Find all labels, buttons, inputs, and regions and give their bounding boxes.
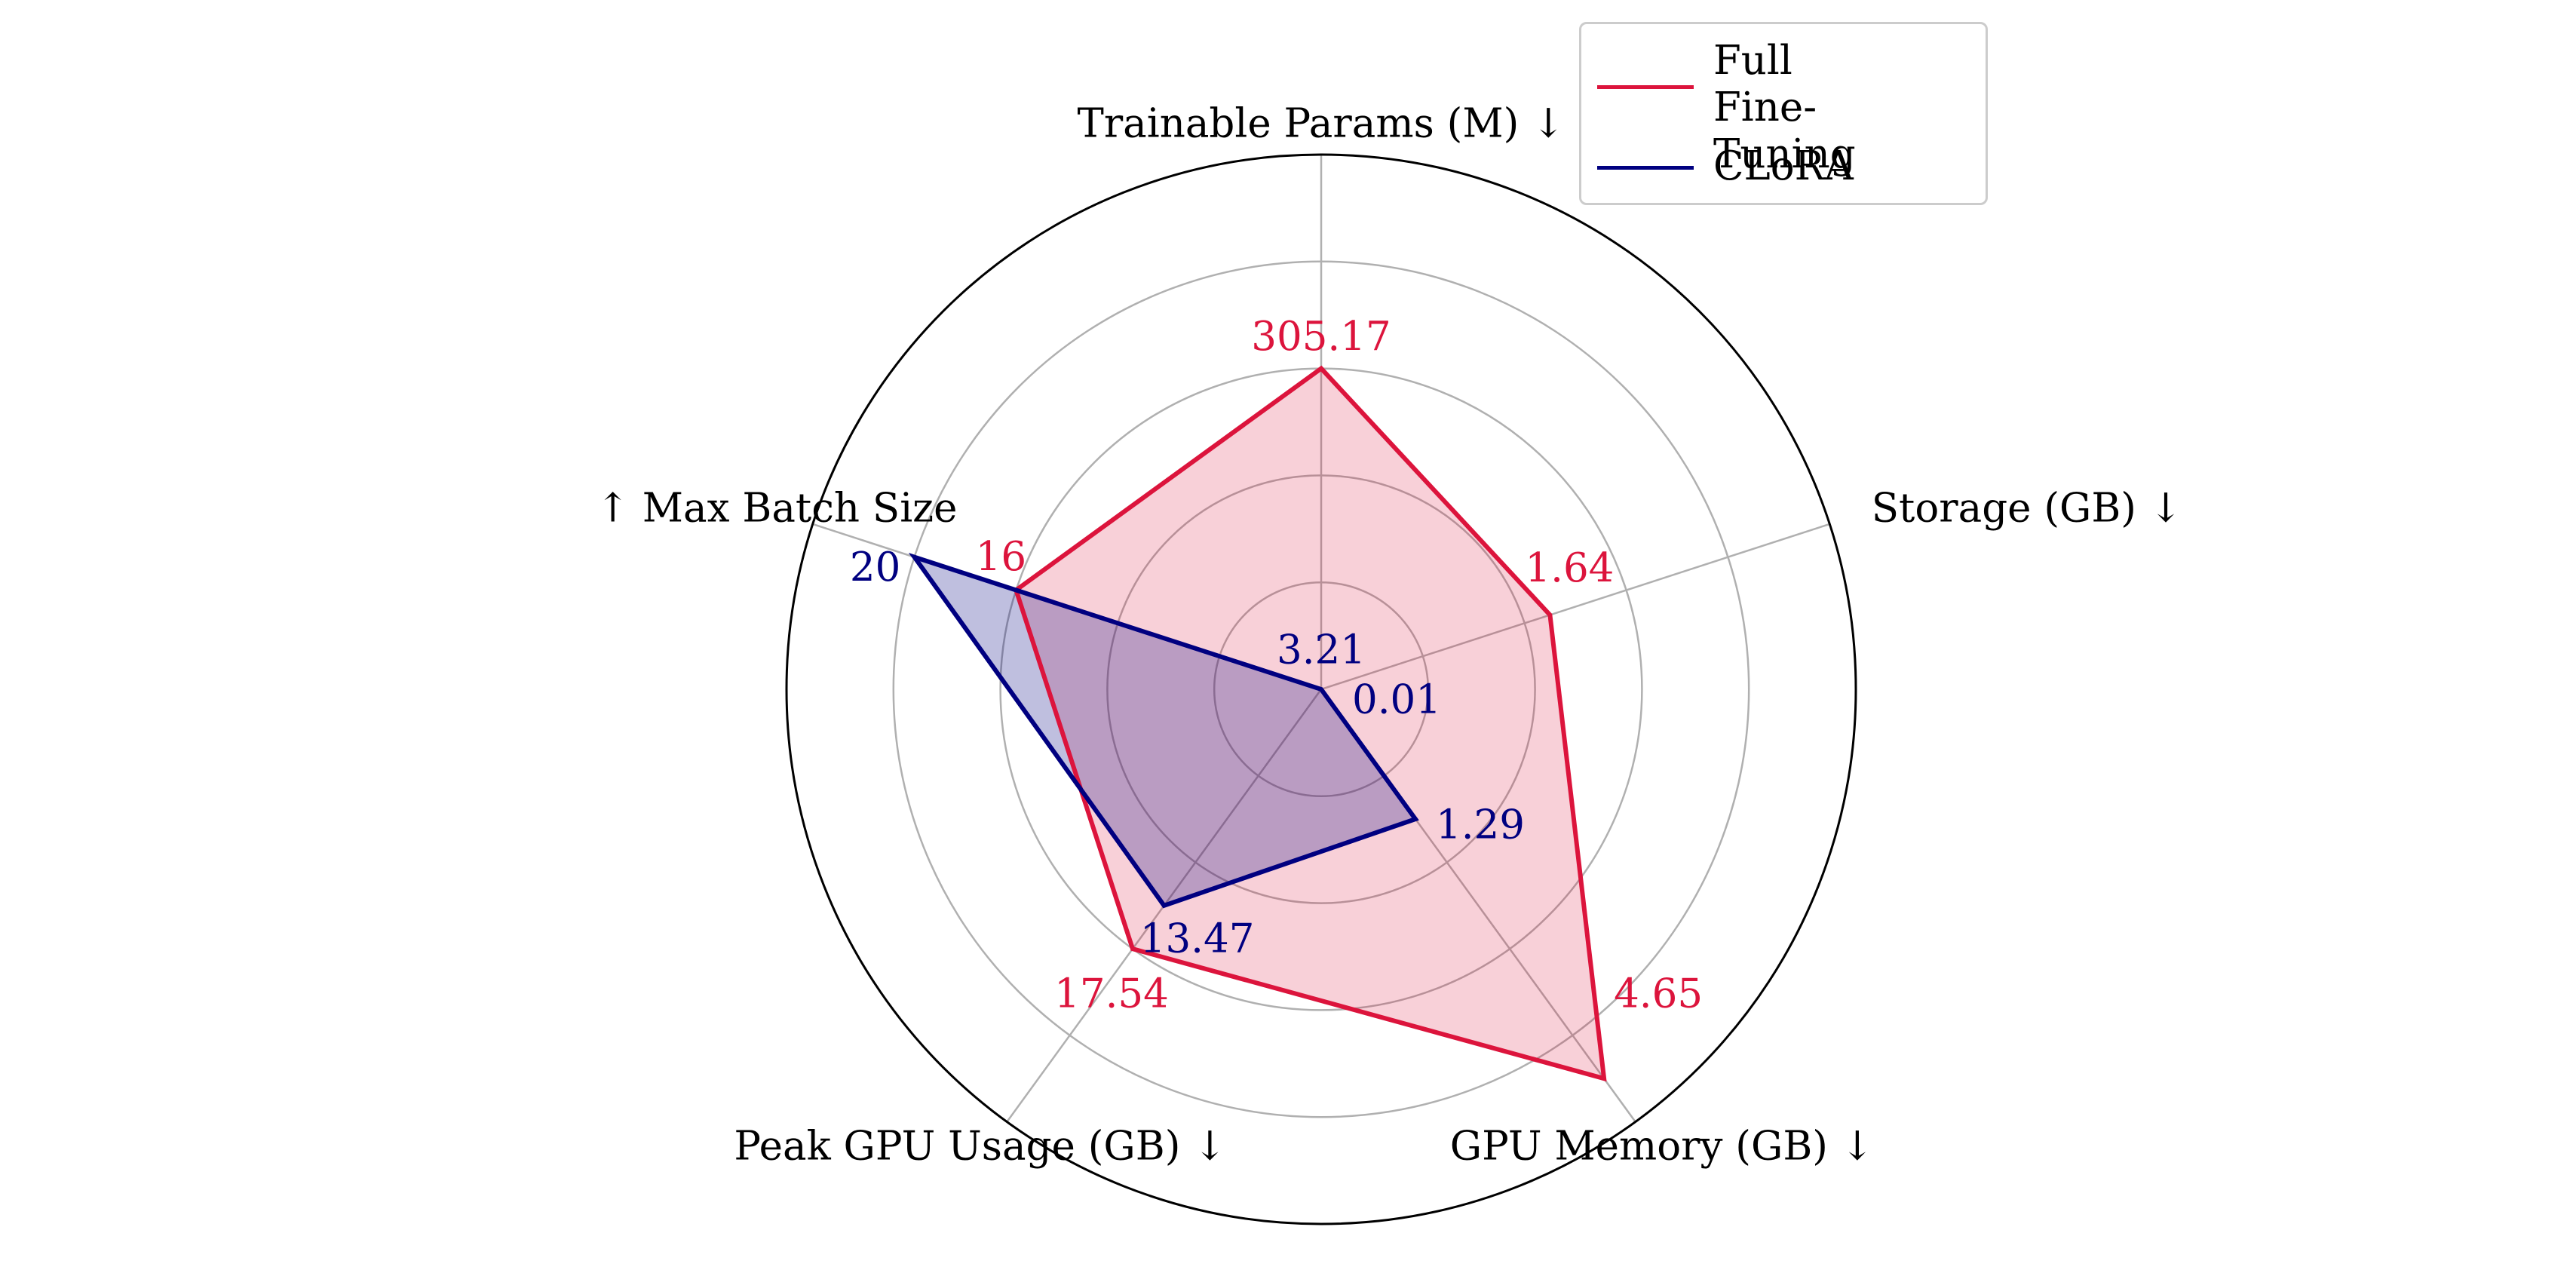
value-label-s0-0: 305.17 xyxy=(1251,314,1391,360)
legend-label-1: CLoRA xyxy=(1713,143,1854,189)
legend-label-0: Full Fine-Tuning xyxy=(1713,38,1856,177)
value-label-s0-1: 1.64 xyxy=(1525,545,1614,591)
value-label-s1-2: 1.29 xyxy=(1436,802,1525,848)
axis-label-4: ↑ Max Batch Size xyxy=(596,486,958,532)
axis-label-0: Trainable Params (M) ↓ xyxy=(1077,101,1565,147)
axis-label-2: GPU Memory (GB) ↓ xyxy=(1450,1124,1874,1170)
axis-label-1: Storage (GB) ↓ xyxy=(1872,486,2182,532)
axis-label-3: Peak GPU Usage (GB) ↓ xyxy=(734,1124,1226,1170)
series-line-1 xyxy=(908,553,1419,909)
value-label-s1-0: 3.21 xyxy=(1277,627,1366,673)
value-label-s0-2: 4.65 xyxy=(1614,971,1703,1017)
legend-swatch-1 xyxy=(1597,166,1694,170)
value-label-s0-4: 16 xyxy=(976,534,1026,580)
series-line-0 xyxy=(1013,365,1607,1082)
legend: Full Fine-Tuning CLoRA xyxy=(1579,22,1988,205)
value-label-s1-4: 20 xyxy=(850,544,900,590)
value-label-s0-3: 17.54 xyxy=(1054,971,1169,1017)
outer-frame xyxy=(785,153,1857,1225)
spoke-1 xyxy=(1320,523,1830,691)
series-fill-1 xyxy=(914,557,1415,906)
value-label-s1-3: 13.47 xyxy=(1140,916,1255,962)
legend-swatch-0 xyxy=(1597,85,1694,89)
value-label-s1-1: 0.01 xyxy=(1352,677,1441,723)
